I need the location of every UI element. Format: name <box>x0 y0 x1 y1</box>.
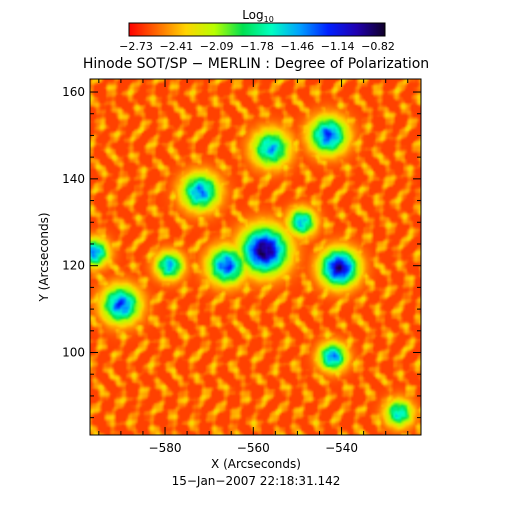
colorbar-tick-label: −2.41 <box>159 40 193 53</box>
colorbar-tick-label: −1.78 <box>240 40 274 53</box>
colorbar-tick-label: −1.14 <box>321 40 355 53</box>
y-tick-label: 160 <box>62 85 85 99</box>
colorbar-tick-labels: −2.73 −2.41 −2.09 −1.78 −1.46 −1.14 −0.82 <box>119 40 395 53</box>
x-tick-label: −580 <box>149 441 182 455</box>
colorbar-label: Log10 <box>242 8 274 24</box>
x-tick-label: −540 <box>325 441 358 455</box>
plot-area <box>89 78 422 436</box>
y-tick-label: 140 <box>62 172 85 186</box>
x-tick-label: −560 <box>237 441 270 455</box>
y-tick-label: 120 <box>62 259 85 273</box>
colorbar-gradient <box>128 22 386 37</box>
colorbar-tick-label: −1.46 <box>280 40 314 53</box>
chart-title: Hinode SOT/SP − MERLIN : Degree of Polar… <box>83 56 429 72</box>
y-tick-label: 100 <box>62 346 85 360</box>
timestamp: 15−Jan−2007 22:18:31.142 <box>172 474 341 488</box>
colorbar-tick-label: −0.82 <box>361 40 395 53</box>
y-axis-label: Y (Arcseconds) <box>37 212 51 302</box>
plot-frame <box>89 78 422 436</box>
colorbar: Log10 −2.73 −2.41 −2.09 −1.78 −1.46 −1.14 −0.8… <box>119 8 395 53</box>
heatmap-image <box>90 79 421 435</box>
x-axis-label: X (Arcseconds) <box>211 457 301 471</box>
x-axis: −580 −560 −540 <box>98 79 409 455</box>
y-axis: 100 120 140 160 <box>62 85 421 419</box>
colorbar-tick-label: −2.09 <box>200 40 234 53</box>
colorbar-tick-label: −2.73 <box>119 40 153 53</box>
